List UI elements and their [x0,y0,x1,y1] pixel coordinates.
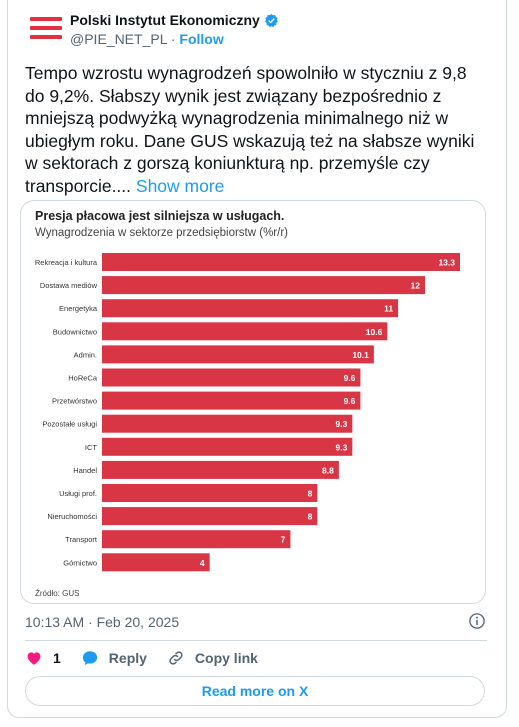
bar [102,368,361,387]
author-handle[interactable]: @PIE_NET_PL [70,31,167,47]
value-label: 9.3 [336,442,348,452]
category-label: Transport [65,535,98,544]
chart-image[interactable]: Presja płacowa jest silniejsza w usługac… [20,200,486,604]
show-more-link[interactable]: Show more [135,175,225,196]
copy-link-button[interactable]: Copy link [167,649,258,667]
chart-subtitle: Wynagrodzenia w sektorze przedsiębiorstw… [35,227,288,239]
bar [102,507,318,526]
category-label: Pozostałe usługi [42,420,97,429]
value-label: 9.3 [336,419,348,429]
like-button[interactable]: 1 [25,649,61,667]
value-label: 8 [308,512,313,522]
bar [102,530,291,549]
value-label: 10.1 [352,350,369,360]
bar [102,437,353,456]
action-bar: 1 Reply Copy link [25,648,278,668]
bar [102,414,353,433]
value-label: 13.3 [438,258,455,268]
chart-title: Presja płacowa jest silniejsza w usługac… [35,209,285,223]
reply-label: Reply [108,650,147,666]
category-label: Energetyka [59,304,98,313]
bar [102,553,210,572]
tweet-card [7,0,507,718]
verified-badge-icon [264,13,278,27]
category-label: Nieruchomości [47,512,97,521]
category-label: Budownictwo [53,327,97,336]
category-label: Rekreacja i kultura [35,258,98,267]
like-count: 1 [53,650,61,666]
bar [102,322,388,341]
bar [102,345,374,364]
author-name-row[interactable]: Polski Instytut Ekonomiczny [70,12,279,28]
pie-logo-icon[interactable] [30,13,72,43]
reply-button[interactable]: Reply [81,649,147,667]
tweet-timestamp[interactable]: 10:13 AM · Feb 20, 2025 [25,614,180,630]
value-label: 9.6 [344,396,356,406]
divider [25,640,487,641]
handle-separator: · [170,31,176,47]
category-label: Górnictwo [63,558,97,567]
author-handle-row: @PIE_NET_PL · Follow [70,31,224,47]
category-label: HoReCa [68,374,98,383]
chart-source: Źródło: GUS [35,589,80,598]
reply-icon [82,651,97,666]
category-label: Handel [73,466,97,475]
info-icon[interactable] [468,612,486,630]
value-label: 11 [384,304,393,314]
bar [102,460,339,479]
value-label: 7 [281,535,286,545]
value-label: 8 [308,489,313,499]
link-icon [169,651,183,665]
tweet-body: Tempo wzrostu wynagrodzeń spowolniło w s… [25,63,475,196]
bar [102,253,460,271]
heart-icon [27,652,41,665]
bar [102,391,361,410]
value-label: 10.6 [366,327,383,337]
bar [102,276,426,295]
follow-button[interactable]: Follow [179,31,224,47]
category-label: Usługi prof. [59,489,97,498]
author-name[interactable]: Polski Instytut Ekonomiczny [70,12,260,28]
category-label: ICT [85,443,98,452]
value-label: 12 [411,281,421,291]
category-label: Przetwórstwo [52,397,97,406]
tweet-text: Tempo wzrostu wynagrodzeń spowolniło w s… [25,62,487,197]
read-more-label: Read more on X [201,683,309,699]
read-more-button[interactable]: Read more on X [25,676,485,706]
value-label: 4 [200,558,205,568]
category-label: Admin. [74,350,97,359]
value-label: 9.6 [344,373,356,383]
category-label: Dostawa mediów [40,281,98,290]
copy-link-label: Copy link [194,650,258,666]
bar [102,484,318,502]
bar [102,299,399,318]
bar-chart: Rekreacja i kultura 13.3 Dostawa mediów 12 E… [35,253,460,572]
value-label: 8.8 [322,465,334,475]
